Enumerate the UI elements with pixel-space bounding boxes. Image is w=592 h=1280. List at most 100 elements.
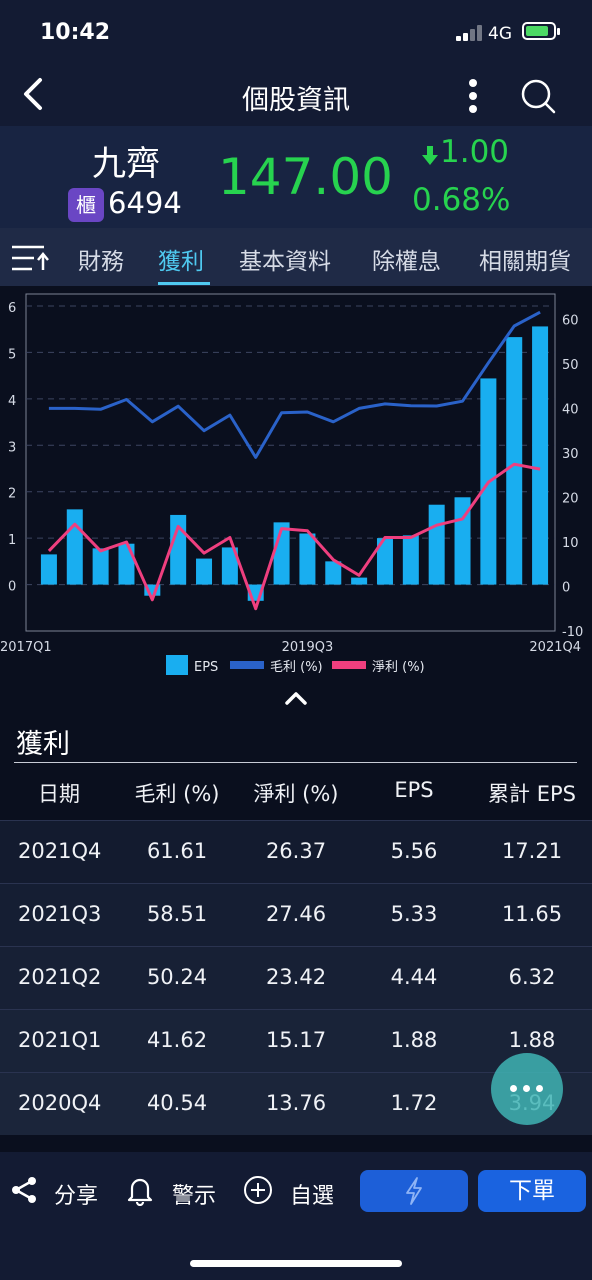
search-icon[interactable] [516,74,560,118]
eps-bar [221,547,238,585]
right-tick-label: 0 [562,580,570,595]
row-date: 2021Q2 [18,965,102,989]
legend-swatch [332,661,366,669]
row-date: 2021Q3 [18,902,102,926]
legend-label: EPS [194,660,218,675]
tab-finance[interactable]: 財務 [78,249,124,275]
right-tick-label: -10 [562,625,583,640]
eps-bar [92,548,109,585]
home-indicator [190,1260,402,1267]
eps-bar [351,577,368,585]
row-gross-margin: 50.24 [146,965,208,989]
tab-dividend[interactable]: 除權息 [372,249,441,275]
status-time: 10:42 [40,20,111,45]
page-title: 個股資訊 [242,85,350,116]
table-row[interactable]: 2021Q4 61.61 26.37 5.56 17.21 [0,820,592,883]
legend-label: 毛利 (%) [270,660,323,675]
row-net-margin: 13.76 [265,1091,327,1115]
alert-label[interactable]: 警示 [172,1184,217,1209]
header-cumulative-eps: 累計 EPS [488,782,576,806]
down-arrow-icon [422,146,438,165]
left-tick-label: 6 [8,301,16,316]
status-bar: 10:42 4G [0,0,592,64]
eps-bar [428,504,445,585]
tab-basic-info[interactable]: 基本資料 [239,249,331,275]
header-net-margin: 淨利 (%) [253,782,339,806]
floating-more-button[interactable] [491,1053,563,1125]
eps-bar [40,554,57,585]
row-cumulative-eps: 6.32 [508,965,556,989]
legend-swatch [230,661,264,669]
profit-chart: 0 1 2 3 4 5 6 -10 0 10 20 30 40 50 60 2017Q1 2019Q3 2021Q… [0,293,583,675]
row-gross-margin: 40.54 [146,1091,208,1115]
row-gross-margin: 61.61 [146,839,208,863]
row-eps: 5.33 [390,902,438,926]
x-tick-label: 2017Q1 [0,640,52,655]
row-eps: 1.72 [390,1091,438,1115]
row-cumulative-eps: 1.88 [508,1028,556,1052]
bottom-toolbar: 分享 警示 自選 下單 [0,1152,592,1280]
tab-bar: 財務 獲利 基本資料 除權息 相關期貨 [0,228,592,286]
table-header: 日期 毛利 (%) 淨利 (%) EPS 累計 EPS [0,764,592,820]
gross-margin-line [48,310,541,459]
sort-menu-icon[interactable] [10,242,50,274]
bell-icon[interactable] [124,1174,156,1206]
eps-bar [376,538,393,585]
row-cumulative-eps: 17.21 [501,839,563,863]
left-tick-label: 5 [8,347,16,362]
net-margin-line [47,462,541,611]
left-tick-label: 0 [8,580,16,595]
right-tick-label: 60 [562,313,579,328]
order-button[interactable]: 下單 [478,1170,586,1212]
add-circle-icon[interactable] [242,1174,274,1206]
row-net-margin: 27.46 [265,902,327,926]
price-change: 1.00 [440,134,510,170]
row-eps: 4.44 [390,965,438,989]
row-eps: 1.88 [390,1028,438,1052]
eps-bar [532,326,549,585]
eps-bar [196,558,213,585]
chevron-up-icon[interactable] [280,688,312,708]
eps-bar [299,533,316,585]
right-tick-label: 30 [562,447,579,462]
row-date: 2021Q1 [18,1028,102,1052]
row-net-margin: 15.17 [265,1028,327,1052]
quick-order-button[interactable] [360,1170,468,1212]
tab-profit[interactable]: 獲利 [158,249,204,275]
stock-name: 九齊 [92,144,160,184]
x-tick-label: 2021Q4 [529,640,581,655]
tab-futures[interactable]: 相關期貨 [479,249,571,275]
eps-bar [144,584,161,596]
left-tick-label: 2 [8,487,16,502]
share-label[interactable]: 分享 [54,1184,99,1209]
right-tick-label: 40 [562,402,579,417]
table-row[interactable]: 2021Q2 50.24 23.42 4.44 6.32 [0,946,592,1009]
section-divider [14,762,577,763]
row-date: 2021Q4 [18,839,102,863]
network-label: 4G [488,24,512,44]
row-net-margin: 23.42 [265,965,327,989]
legend-label: 淨利 (%) [372,660,425,675]
eps-bar [506,337,523,585]
eps-bar [402,535,419,585]
eps-bar [325,561,342,585]
eps-bar [118,543,135,585]
market-badge: 櫃 [68,188,104,222]
lightning-icon [406,1177,422,1205]
header-eps: EPS [394,778,434,802]
table-row[interactable]: 2021Q1 41.62 15.17 1.88 1.88 [0,1009,592,1072]
section-title: 獲利 [16,729,70,760]
stock-price: 147.00 [218,148,393,206]
watchlist-label[interactable]: 自選 [290,1184,335,1209]
more-vertical-icon[interactable] [458,76,488,116]
right-tick-label: 10 [562,536,579,551]
x-tick-label: 2019Q3 [282,640,334,655]
battery-icon [522,22,560,40]
right-tick-label: 50 [562,358,579,373]
share-icon[interactable] [8,1174,40,1206]
signal-icon [456,25,484,41]
table-row[interactable]: 2021Q3 58.51 27.46 5.33 11.65 [0,883,592,946]
active-tab-indicator [158,282,210,285]
stock-code: 6494 [108,186,182,220]
back-icon[interactable] [16,74,56,114]
